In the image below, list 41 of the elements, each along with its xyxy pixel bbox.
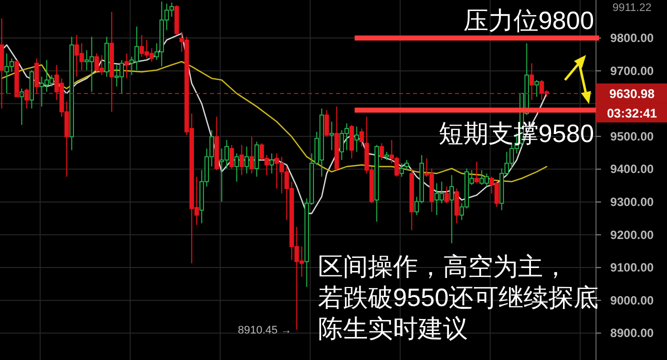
candlestick bbox=[329, 121, 334, 151]
candlestick bbox=[379, 142, 384, 160]
annotation: 陈生实时建议 bbox=[318, 315, 468, 343]
annotation: 8910.45 → bbox=[238, 324, 292, 337]
candlestick bbox=[229, 144, 234, 170]
ref-line-label: 压力位9800 bbox=[463, 7, 594, 36]
candlestick bbox=[254, 141, 259, 178]
candlestick bbox=[234, 152, 239, 182]
y-tick-label: 9300.00 bbox=[610, 194, 654, 209]
annotation: 区间操作，高空为主， bbox=[318, 253, 568, 281]
candlestick bbox=[269, 152, 274, 174]
y-tick-label: 9200.00 bbox=[610, 228, 654, 242]
candlestick bbox=[249, 136, 254, 174]
y-tick-label: 9800.00 bbox=[610, 31, 654, 46]
y-tick-label: 9000.00 bbox=[610, 293, 654, 308]
candlestick bbox=[404, 160, 409, 171]
y-tick-label: 9400.00 bbox=[610, 162, 654, 176]
text: 9911.22 bbox=[612, 2, 652, 14]
ref-line-label: 9630.98 bbox=[609, 86, 655, 101]
candlestick bbox=[239, 144, 244, 176]
candlestick bbox=[244, 146, 249, 174]
candlestick bbox=[349, 124, 354, 159]
candlestick bbox=[359, 128, 364, 148]
candlestick bbox=[444, 186, 449, 204]
candlestick bbox=[454, 188, 459, 224]
y-tick-label: 9500.00 bbox=[610, 129, 654, 144]
y-tick-label: 9100.00 bbox=[610, 260, 654, 275]
candlestick bbox=[354, 126, 359, 152]
candlestick bbox=[534, 80, 539, 98]
candlestick bbox=[399, 162, 404, 178]
y-tick-label: 8900.00 bbox=[610, 326, 654, 340]
candlestick bbox=[24, 88, 29, 110]
candlestick bbox=[474, 161, 479, 184]
y-tick-label: 9700.00 bbox=[610, 64, 654, 78]
candlestick bbox=[34, 58, 39, 94]
text: 03:32:41 bbox=[606, 106, 658, 120]
candlestick bbox=[529, 62, 534, 100]
candlestick bbox=[124, 52, 129, 79]
candlestick bbox=[449, 174, 454, 244]
annotation: 若跌破9550还可继续探底 bbox=[318, 284, 599, 312]
candlestick bbox=[324, 110, 329, 138]
